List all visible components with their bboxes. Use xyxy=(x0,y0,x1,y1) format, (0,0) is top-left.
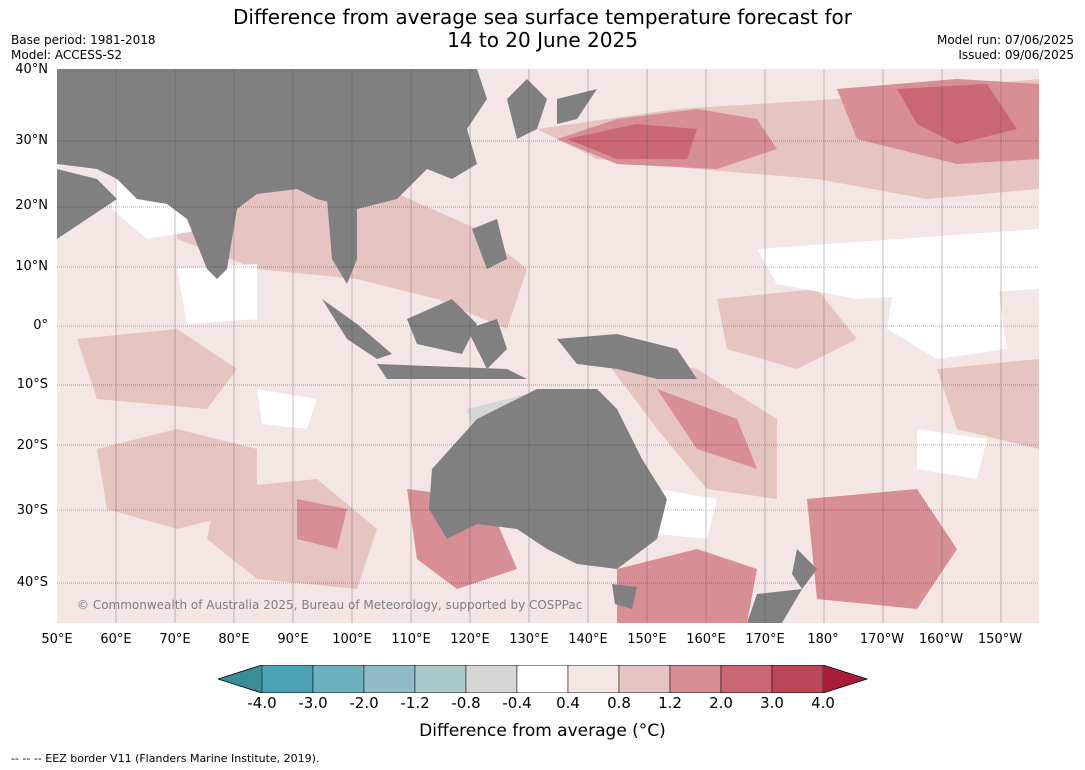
lat-label-10n: 10°N xyxy=(15,259,48,274)
colorbar-cell xyxy=(312,665,365,693)
lon-label-70e: 70°E xyxy=(159,632,191,647)
lat-label-20s: 20°S xyxy=(16,438,48,453)
meta-left: Base period: 1981-2018 Model: ACCESS-S2 xyxy=(11,33,156,63)
colorbar-cells xyxy=(261,665,824,693)
colorbar-tick: 0.4 xyxy=(556,694,580,712)
colorbar-tick: 1.2 xyxy=(658,694,682,712)
lon-label-60e: 60°E xyxy=(100,632,132,647)
colorbar-outline xyxy=(218,665,869,693)
colorbar-cell xyxy=(618,665,671,693)
meta-right: Model run: 07/06/2025 Issued: 09/06/2025 xyxy=(937,33,1074,63)
lat-label-10s: 10°S xyxy=(16,377,48,392)
colorbar-cell xyxy=(414,665,467,693)
anomaly-shading xyxy=(77,79,1039,623)
base-period: Base period: 1981-2018 xyxy=(11,33,156,47)
lat-label-40n: 40°N xyxy=(15,62,48,77)
meridians xyxy=(115,69,1002,623)
lon-label-180: 180° xyxy=(807,632,839,647)
issued-date: Issued: 09/06/2025 xyxy=(958,48,1074,62)
lon-label-90e: 90°E xyxy=(277,632,309,647)
colorbar-tick: 4.0 xyxy=(811,694,835,712)
colorbar-cell xyxy=(516,665,569,693)
lat-label-30n: 30°N xyxy=(15,133,48,148)
chart-title-line-1: Difference from average sea surface temp… xyxy=(232,5,852,29)
lat-label-40s: 40°S xyxy=(16,575,48,590)
lon-label-170e: 170°E xyxy=(745,632,785,647)
chart-title-line-2: 14 to 20 June 2025 xyxy=(447,28,638,52)
colorbar-tick: 0.8 xyxy=(607,694,631,712)
lat-label-equator: 0° xyxy=(33,318,48,333)
colorbar-cell xyxy=(669,665,722,693)
copyright-notice: © Commonwealth of Australia 2025, Bureau… xyxy=(77,598,583,612)
colorbar-tick: -1.2 xyxy=(400,694,430,712)
colorbar-tick: 3.0 xyxy=(760,694,784,712)
map-svg xyxy=(57,69,1039,623)
eez-footer-note: -- -- -- EEZ border V11 (Flanders Marine… xyxy=(11,752,320,765)
graticule xyxy=(57,140,1039,584)
lon-label-150w: 150°W xyxy=(977,632,1023,647)
colorbar-cell xyxy=(567,665,620,693)
lon-label-130e: 130°E xyxy=(509,632,549,647)
model-run: Model run: 07/06/2025 xyxy=(936,33,1074,47)
colorbar-extend-high xyxy=(823,665,867,693)
colorbar-tick: 2.0 xyxy=(709,694,733,712)
colorbar-cell xyxy=(771,665,824,693)
lon-label-120e: 120°E xyxy=(450,632,490,647)
colorbar-cell xyxy=(261,665,314,693)
lon-label-80e: 80°E xyxy=(218,632,250,647)
lon-label-50e: 50°E xyxy=(41,632,73,647)
lon-label-140e: 140°E xyxy=(568,632,608,647)
sst-anomaly-map xyxy=(57,69,1039,623)
lon-label-150e: 150°E xyxy=(627,632,667,647)
lat-label-20n: 20°N xyxy=(15,198,48,213)
lat-label-30s: 30°S xyxy=(16,503,48,518)
colorbar-tick: -0.4 xyxy=(502,694,532,712)
lon-label-160e: 160°E xyxy=(686,632,726,647)
lon-label-160w: 160°W xyxy=(918,632,964,647)
colorbar-tick: -0.8 xyxy=(451,694,481,712)
colorbar-cell xyxy=(465,665,518,693)
colorbar-tick: -2.0 xyxy=(349,694,379,712)
colorbar-label: Difference from average (°C) xyxy=(419,721,666,741)
colorbar-tick: -4.0 xyxy=(247,694,277,712)
colorbar-cell xyxy=(720,665,773,693)
colorbar xyxy=(218,665,869,693)
colorbar-extend-low xyxy=(218,665,262,693)
lon-label-110e: 110°E xyxy=(391,632,431,647)
lon-label-100e: 100°E xyxy=(332,632,372,647)
colorbar-tick: -3.0 xyxy=(298,694,328,712)
colorbar-cell xyxy=(363,665,416,693)
land xyxy=(57,69,817,623)
lon-label-170w: 170°W xyxy=(859,632,905,647)
model-name: Model: ACCESS-S2 xyxy=(11,48,123,62)
